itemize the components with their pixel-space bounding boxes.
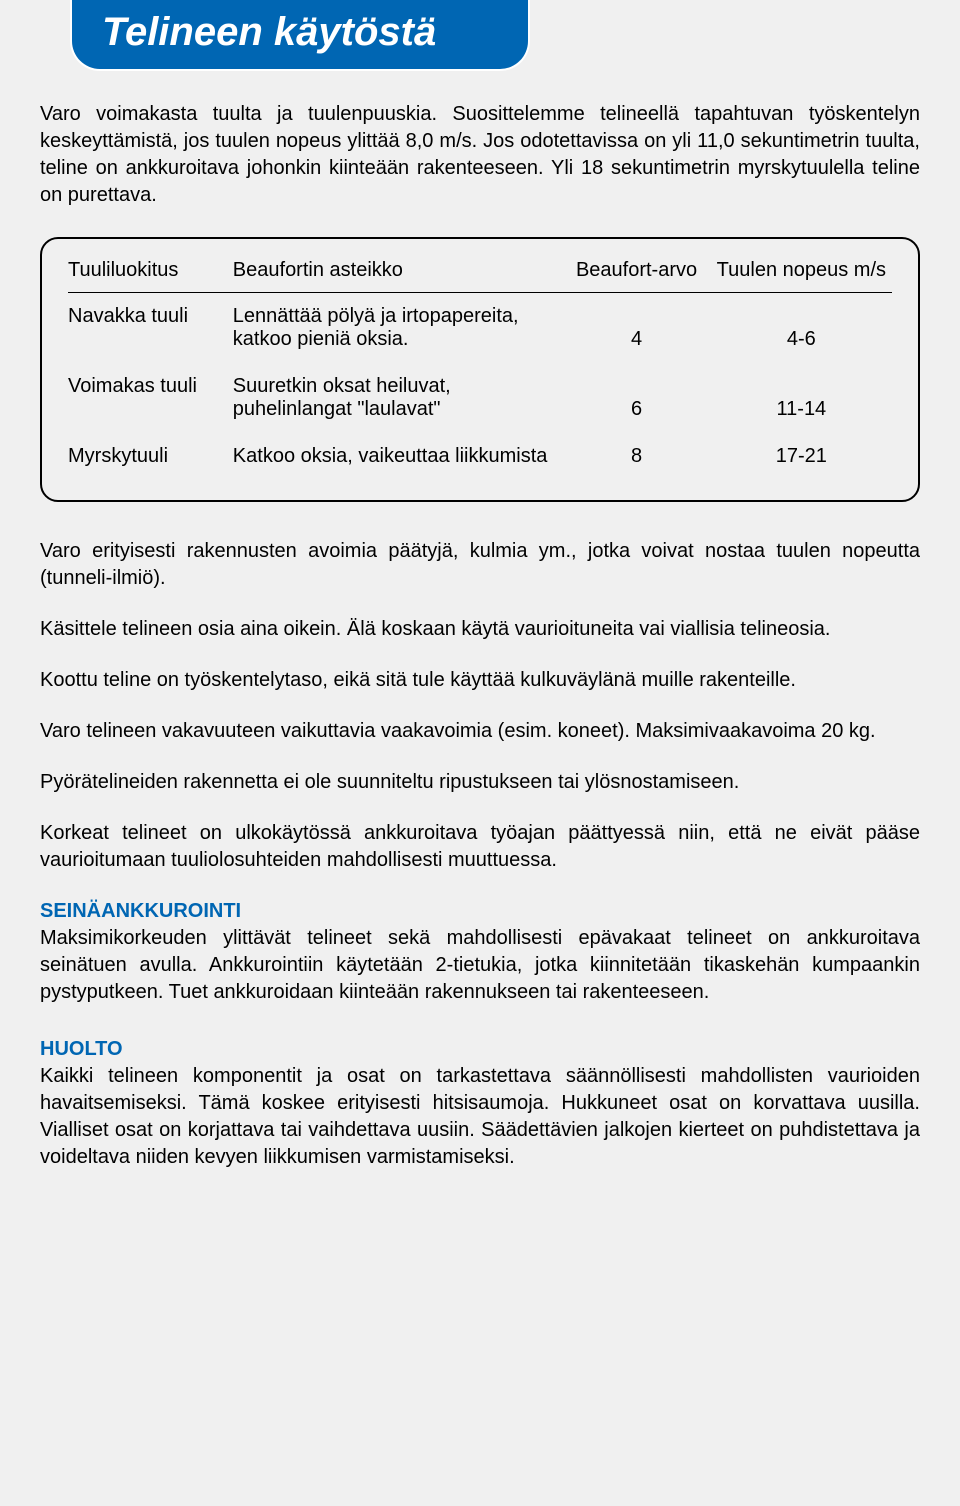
cell-beaufort: 8 [562, 433, 710, 480]
cell-desc: Katkoo oksia, vaikeuttaa liikkumista [233, 433, 563, 480]
page-title: Telineen käytöstä [102, 10, 436, 54]
body-paragraph: Varo telineen vakavuuteen vaikuttavia va… [40, 718, 920, 745]
cell-speed: 11-14 [711, 363, 892, 433]
cell-speed: 17-21 [711, 433, 892, 480]
section-maintenance: HUOLTO Kaikki telineen komponentit ja os… [40, 1036, 920, 1171]
th-speed: Tuulen nopeus m/s [711, 259, 892, 293]
section-body: Maksimikorkeuden ylittävät telineet sekä… [40, 927, 920, 1003]
table-row: Voimakas tuuli Suuretkin oksat heiluvat,… [68, 363, 892, 433]
cell-desc: Suuretkin oksat heiluvat, puhelinlangat … [233, 363, 563, 433]
intro-paragraph: Varo voimakasta tuulta ja tuulenpuuskia.… [40, 101, 920, 209]
th-scale: Beaufortin asteikko [233, 259, 563, 293]
wind-table-box: Tuuliluokitus Beaufortin asteikko Beaufo… [40, 237, 920, 502]
th-beaufort: Beaufort-arvo [562, 259, 710, 293]
cell-speed: 4-6 [711, 293, 892, 364]
body-paragraph: Korkeat telineet on ulkokäytössä ankkuro… [40, 820, 920, 874]
th-class: Tuuliluokitus [68, 259, 233, 293]
body-paragraph: Koottu teline on työskentelytaso, eikä s… [40, 667, 920, 694]
table-row: Myrskytuuli Katkoo oksia, vaikeuttaa lii… [68, 433, 892, 480]
wind-table: Tuuliluokitus Beaufortin asteikko Beaufo… [68, 259, 892, 480]
section-heading: SEINÄANKKUROINTI [40, 900, 241, 922]
cell-beaufort: 4 [562, 293, 710, 364]
body-paragraph: Käsittele telineen osia aina oikein. Älä… [40, 616, 920, 643]
body-paragraph: Varo erityisesti rakennusten avoimia pää… [40, 538, 920, 592]
body-paragraph: Pyörätelineiden rakennetta ei ole suunni… [40, 769, 920, 796]
section-heading: HUOLTO [40, 1038, 123, 1060]
cell-desc: Lennättää pölyä ja irto­papereita, katko… [233, 293, 563, 364]
table-row: Navakka tuuli Lennättää pölyä ja irto­pa… [68, 293, 892, 364]
cell-class: Navakka tuuli [68, 293, 233, 364]
page-title-banner: Telineen käytöstä [70, 0, 530, 71]
table-header-row: Tuuliluokitus Beaufortin asteikko Beaufo… [68, 259, 892, 293]
section-body: Kaikki telineen komponentit ja osat on t… [40, 1065, 920, 1168]
cell-class: Voimakas tuuli [68, 363, 233, 433]
cell-class: Myrskytuuli [68, 433, 233, 480]
cell-beaufort: 6 [562, 363, 710, 433]
section-anchoring: SEINÄANKKUROINTI Maksimikorkeuden ylittä… [40, 898, 920, 1006]
